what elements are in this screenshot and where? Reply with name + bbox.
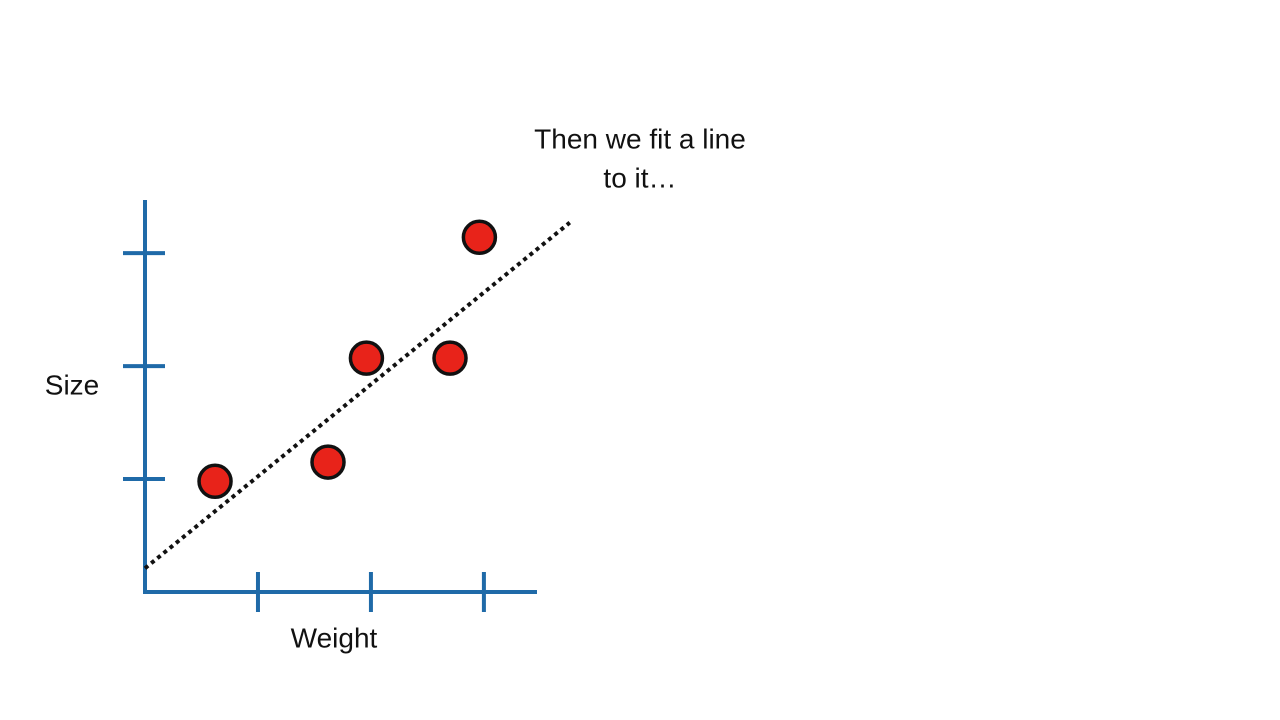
x-axis-label: Weight (291, 622, 378, 653)
point (197, 463, 233, 500)
point (310, 444, 346, 480)
point (432, 340, 468, 376)
fit-line (143, 221, 572, 570)
point (348, 340, 385, 376)
annotation-line: to it… (603, 162, 676, 193)
annotation-line: Then we fit a line (534, 123, 746, 154)
point (461, 219, 498, 256)
y-axis-label: Size (45, 369, 99, 400)
